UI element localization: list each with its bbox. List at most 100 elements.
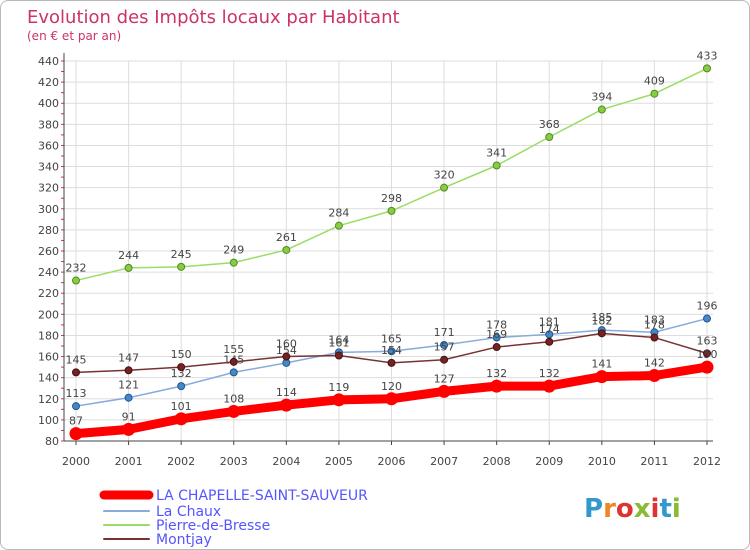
data-point [650,89,659,98]
series-la-chaux: 113 121 132 145 154 164 165 171 178 181 185 183 196 [66,300,718,411]
data-label: 132 [486,367,507,380]
y-tick-label: 220 [38,287,59,300]
data-point [440,355,449,364]
data-label: 154 [276,344,297,357]
series-group: 232 244 245 249 261 284 298 320 341 368 394 409 433 1… [66,49,718,441]
data-label: 163 [697,334,718,347]
data-point [437,384,451,398]
logo-letter: r [603,494,616,524]
data-point [332,393,346,407]
data-point [385,392,398,406]
data-label: 161 [328,337,349,350]
logo-letter: i [651,494,660,524]
data-label: 114 [276,386,297,399]
x-tick-label: 2000 [62,455,90,468]
data-label: 178 [486,319,507,332]
y-tick-label: 200 [38,308,59,321]
data-label: 142 [644,357,665,370]
data-label: 127 [434,372,455,385]
data-label: 91 [122,410,136,423]
x-tick-label: 2010 [588,455,616,468]
data-label: 121 [118,379,139,392]
data-label: 164 [328,333,349,346]
data-point [387,347,396,356]
y-tick-label: 420 [38,76,59,89]
logo-text: Proxiti [584,494,681,524]
data-label: 284 [328,207,349,220]
data-point [282,245,291,254]
data-label: 132 [171,367,192,380]
data-label: 433 [697,49,718,62]
data-label: 185 [591,311,612,324]
data-point [177,363,186,372]
series-la-chapelle-saint-sauveur: 87 91 101 108 114 119 120 127 132 132 141 142 150 [69,348,718,441]
data-label: 178 [644,319,665,332]
data-label: 249 [223,244,244,257]
data-label: 160 [276,338,297,351]
data-label: 155 [223,343,244,356]
data-point [72,402,80,411]
data-label: 165 [381,332,402,345]
y-tick-label: 180 [38,329,59,342]
data-point [72,368,80,377]
logo-letter: t [659,494,671,524]
x-tick-label: 2001 [115,455,143,468]
data-label: 174 [539,323,560,336]
data-label: 101 [171,400,192,413]
data-point [492,161,501,170]
x-tick-label: 2008 [483,455,511,468]
data-point [124,366,133,375]
data-point [334,351,343,360]
series-pierre-de-bresse: 232 244 245 249 261 284 298 320 341 368 394 409 433 [66,49,718,285]
y-tick-label: 160 [38,351,59,364]
data-point [124,393,133,402]
data-point [227,404,241,418]
data-label: 183 [644,313,665,326]
data-label: 147 [118,351,139,364]
data-point [700,360,714,374]
y-tick-label: 100 [38,414,59,427]
data-point [703,314,711,323]
data-point [334,221,343,230]
data-point [545,337,554,346]
data-point [229,357,238,366]
data-point [647,369,661,383]
data-point [229,258,238,267]
y-tick-label: 440 [38,55,59,68]
data-label: 394 [591,91,612,104]
data-point [492,343,501,352]
legend-label-la-chaux: La Chaux [156,504,221,520]
data-label: 182 [591,314,612,327]
data-point [440,183,449,192]
data-point [545,133,554,141]
y-tick-label: 260 [38,245,59,258]
data-label: 154 [381,344,402,357]
legend-label-la-chapelle-saint-sauveur: LA CHAPELLE-SAINT-SAUVEUR [156,488,368,504]
x-tick-label: 2012 [693,455,721,468]
grid [64,60,713,442]
data-point [597,329,606,338]
data-point [440,340,449,349]
y-tick-label: 360 [38,139,59,152]
data-label: 245 [171,248,192,261]
y-tick-label: 120 [38,393,59,406]
data-point [122,422,136,436]
data-point [177,382,186,391]
y-tick-label: 380 [38,118,59,131]
data-label: 171 [434,326,455,339]
x-tick-label: 2004 [272,455,300,468]
data-label: 108 [223,392,244,405]
data-point [387,358,396,367]
data-label: 141 [591,358,612,371]
data-point [72,276,80,285]
data-label: 320 [434,169,455,182]
data-label: 244 [118,249,139,262]
data-label: 169 [486,328,507,341]
data-point [279,398,293,412]
logo-letter: o [616,494,634,524]
data-label: 150 [697,348,718,361]
logo-letter: i [672,494,681,524]
